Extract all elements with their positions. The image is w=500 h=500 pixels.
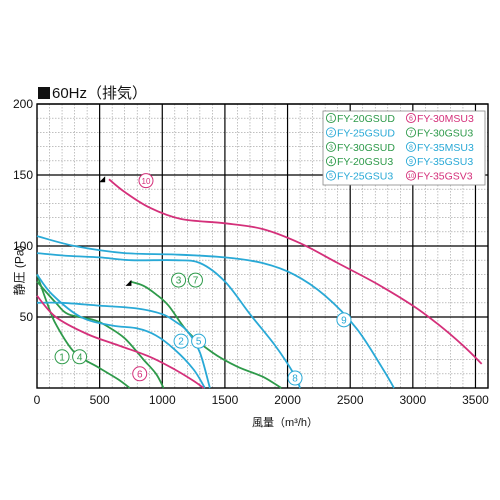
curve-label-circle: [132, 366, 148, 382]
y-tick-label: 200: [13, 97, 33, 111]
legend-number: 9: [409, 159, 413, 166]
legend-number-circle: [325, 112, 337, 124]
performance-curve-6: [36, 295, 205, 389]
curve-label: 7: [193, 276, 199, 287]
legend-number: 10: [408, 174, 415, 180]
curve-label-circle: [336, 312, 352, 328]
chart-title-text: 60Hz（排気）: [52, 85, 148, 102]
x-tick-label: 2500: [337, 393, 364, 407]
curve-label-circle: [191, 333, 207, 349]
legend-label: FY-30MSU3: [417, 113, 474, 125]
curve-label-circle: [171, 272, 187, 288]
chart-title: 60Hz（排気）: [38, 82, 147, 103]
legend-label: FY-35MSU3: [417, 142, 474, 154]
curve-label: 10: [142, 177, 151, 186]
curve-label-circle: [72, 349, 88, 365]
start-marker-icon: [125, 279, 132, 286]
title-square-icon: [38, 86, 50, 99]
x-tick-label: 1500: [212, 393, 239, 407]
legend-box: [322, 110, 486, 186]
legend-label: FY-30GSU3: [417, 127, 473, 139]
legend-number-circle: [405, 141, 417, 152]
curve-label: 9: [341, 315, 347, 326]
legend-number-circle: [405, 112, 417, 124]
legend-number-circle: [405, 156, 417, 167]
curve-label: 3: [176, 276, 182, 287]
curve-label-circle: [187, 272, 203, 288]
legend-label: FY-25GSUD: [337, 127, 395, 139]
legend-label: FY-20GSUD: [337, 113, 395, 125]
x-tick-label: 2000: [274, 393, 301, 407]
curve-label: 1: [59, 352, 65, 363]
legend-number: 1: [329, 116, 333, 123]
legend-number-circle: [405, 170, 417, 181]
curve-label: 6: [137, 369, 143, 380]
curve-label: 5: [196, 337, 202, 348]
start-marker-icon: [99, 176, 106, 183]
y-tick-label: 50: [20, 310, 34, 324]
legend-label: FY-20GSU3: [337, 156, 393, 168]
performance-curve-1-4: [36, 280, 165, 389]
x-tick-label: 1000: [149, 393, 176, 407]
curve-label: 4: [77, 352, 83, 363]
curve-label: 8: [292, 374, 298, 385]
performance-curve-8: [36, 252, 301, 389]
legend-label: FY-25GSU3: [337, 171, 393, 183]
performance-curve-2-5: [36, 273, 206, 389]
legend-number: 4: [329, 159, 333, 166]
performance-curve-9: [36, 235, 395, 389]
curve-label-circle: [138, 173, 154, 189]
plot-frame: [36, 103, 489, 389]
x-axis-label: 風量（m³/h）: [252, 417, 318, 429]
y-tick-label: 150: [13, 168, 33, 182]
legend-number-circle: [405, 127, 417, 138]
curve-label-circle: [173, 333, 189, 349]
legend-number: 6: [409, 116, 413, 123]
legend-label: FY-35GSV3: [417, 171, 473, 183]
curve-label-circle: [287, 370, 303, 386]
x-tick-label: 0: [34, 393, 41, 407]
x-tick-label: 500: [90, 393, 110, 407]
legend-label: FY-30GSUD: [337, 142, 395, 154]
legend-number-circle: [325, 127, 337, 138]
legend-number: 5: [329, 173, 333, 180]
legend-number: 8: [409, 144, 413, 151]
legend-number: 7: [409, 130, 413, 137]
curve-label-circle: [54, 349, 70, 365]
legend-label: FY-35GSU3: [417, 156, 473, 168]
legend-number: 2: [329, 130, 333, 137]
legend-number-circle: [325, 141, 337, 152]
curve-label: 2: [178, 337, 184, 348]
y-tick-label: 100: [13, 239, 33, 253]
x-tick-label: 3000: [399, 393, 426, 407]
x-tick-label: 3500: [462, 393, 489, 407]
legend-number-circle: [325, 156, 337, 167]
legend-number: 3: [329, 144, 333, 151]
legend-number-circle: [325, 170, 337, 181]
performance-curve-10: [108, 178, 483, 365]
